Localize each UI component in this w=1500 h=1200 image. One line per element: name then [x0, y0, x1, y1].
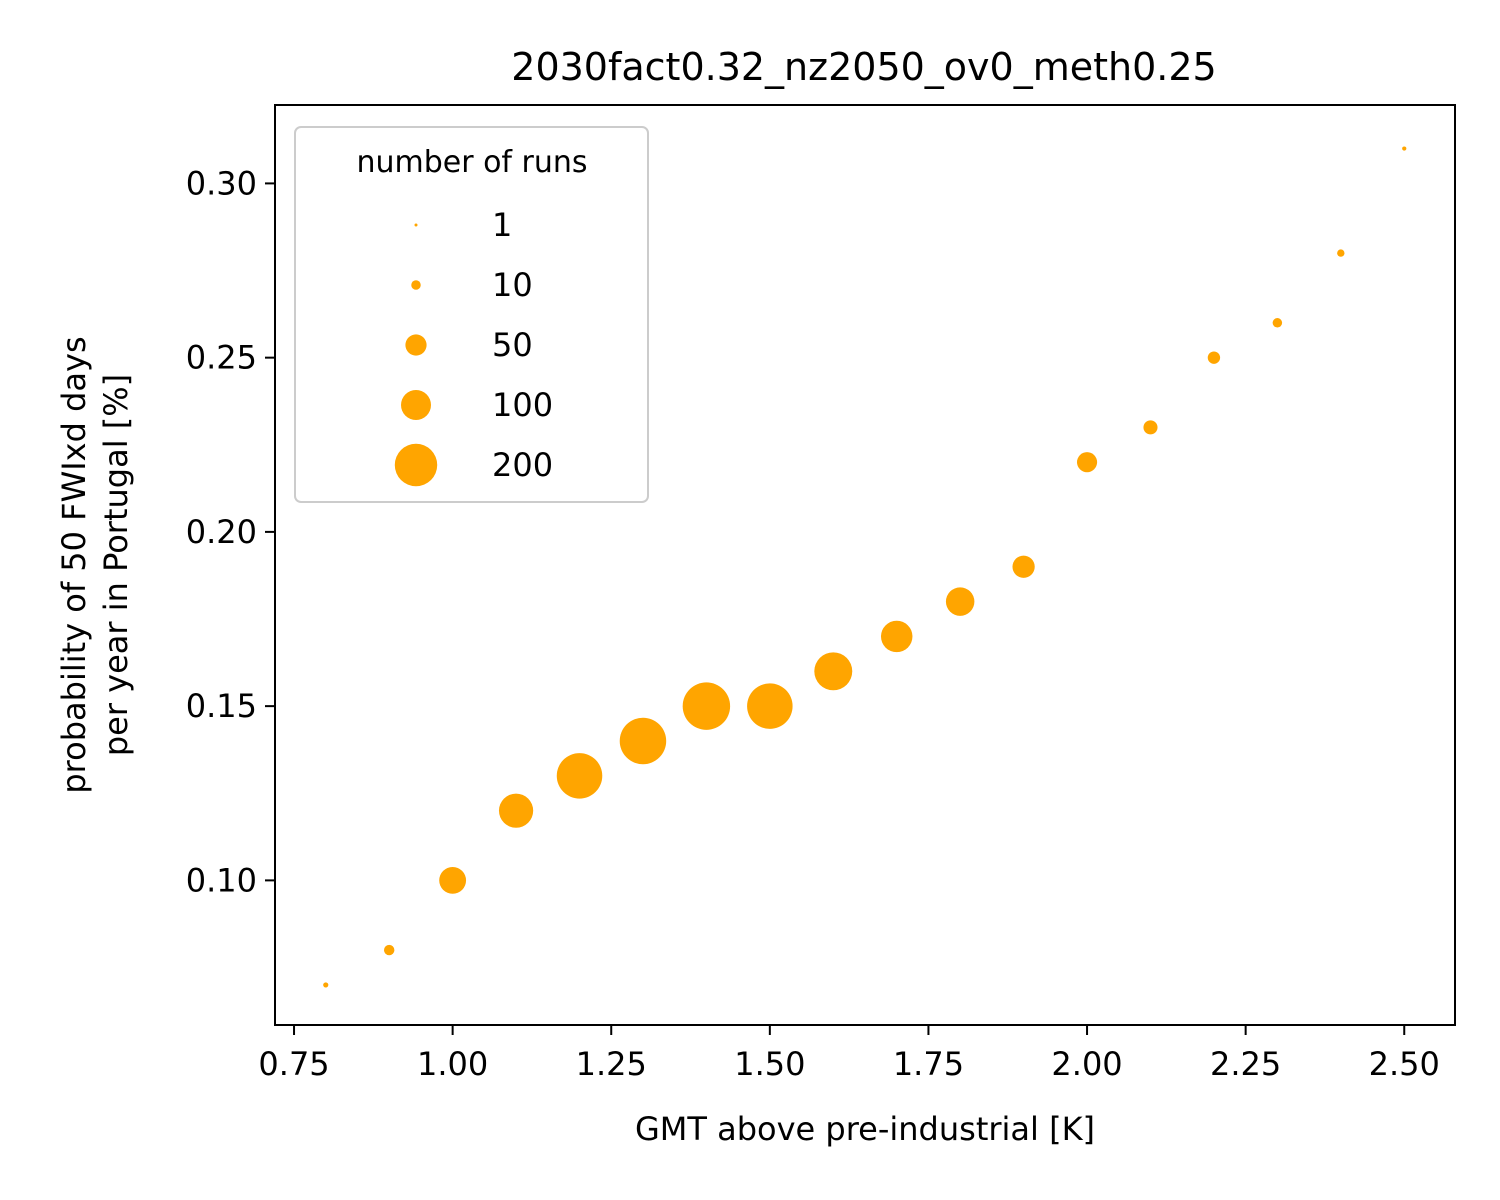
- legend: number of runs 1 10 50 100 200: [294, 126, 649, 503]
- legend-marker: [401, 390, 431, 420]
- scatter-point: [747, 683, 793, 729]
- legend-marker: [405, 334, 427, 356]
- x-tick-label: 2.25: [1210, 1045, 1281, 1083]
- scatter-point: [1402, 146, 1407, 151]
- y-tick-label: 0.25: [186, 339, 257, 377]
- scatter-point: [439, 866, 467, 894]
- scatter-point: [880, 620, 913, 653]
- x-tick-label: 2.50: [1369, 1045, 1440, 1083]
- scatter-point: [619, 717, 667, 765]
- scatter-point: [556, 753, 603, 799]
- scatter-point: [682, 682, 731, 730]
- legend-label: 200: [492, 446, 553, 484]
- legend-marker: [411, 280, 421, 290]
- legend-label: 10: [492, 266, 533, 304]
- scatter-point: [323, 982, 329, 988]
- scatter-point: [1337, 249, 1345, 257]
- x-tick-label: 1.25: [576, 1045, 647, 1083]
- scatter-point: [1207, 351, 1221, 364]
- y-tick-label: 0.15: [186, 687, 257, 725]
- legend-label: 100: [492, 386, 553, 424]
- x-axis-label: GMT above pre-industrial [K]: [635, 1110, 1095, 1148]
- data-points: [323, 146, 1407, 988]
- scatter-point: [1076, 452, 1098, 473]
- x-tick-label: 1.50: [734, 1045, 805, 1083]
- y-tick-label: 0.30: [186, 164, 257, 202]
- x-tick-label: 2.00: [1051, 1045, 1122, 1083]
- plot-area: 0.75 1.00 1.25 1.50 1.75 2.00 2.25 2.50 0.100.1…: [186, 104, 1456, 1083]
- legend-box: [294, 126, 649, 503]
- legend-label: 50: [492, 326, 533, 364]
- scatter-point: [383, 944, 395, 956]
- scatter-point: [1272, 318, 1283, 328]
- y-axis: 0.10 0.15 0.20 0.25 0.30: [186, 164, 275, 899]
- y-tick-label: 0.10: [186, 861, 257, 899]
- scatter-point: [1012, 555, 1035, 578]
- x-tick-label: 1.00: [417, 1045, 488, 1083]
- scatter-point: [498, 793, 534, 828]
- legend-entries: 1 10 50 100 200: [394, 206, 553, 487]
- axes-frame: [274, 104, 1456, 1026]
- legend-label: 1: [492, 206, 512, 244]
- y-axis-label-line-1: probability of 50 FWIxd days: [55, 336, 93, 793]
- y-axis-label: probability of 50 FWIxd days per year in…: [55, 336, 135, 793]
- x-axis: 0.75 1.00 1.25 1.50 1.75 2.00 2.25 2.50: [258, 1025, 1440, 1083]
- legend-marker: [414, 223, 418, 227]
- scatter-point: [814, 652, 853, 691]
- y-tick-label: 0.20: [186, 513, 257, 551]
- scatter-point: [945, 587, 975, 616]
- scatter-point: [1143, 420, 1158, 435]
- chart-title: 2030fact0.32_nz2050_ov0_meth0.25: [511, 45, 1216, 89]
- legend-marker: [394, 443, 438, 487]
- x-tick-label: 0.75: [258, 1045, 329, 1083]
- y-axis-label-line-2: per year in Portugal [%]: [97, 374, 135, 756]
- x-tick-label: 1.75: [893, 1045, 964, 1083]
- legend-title: number of runs: [356, 145, 587, 180]
